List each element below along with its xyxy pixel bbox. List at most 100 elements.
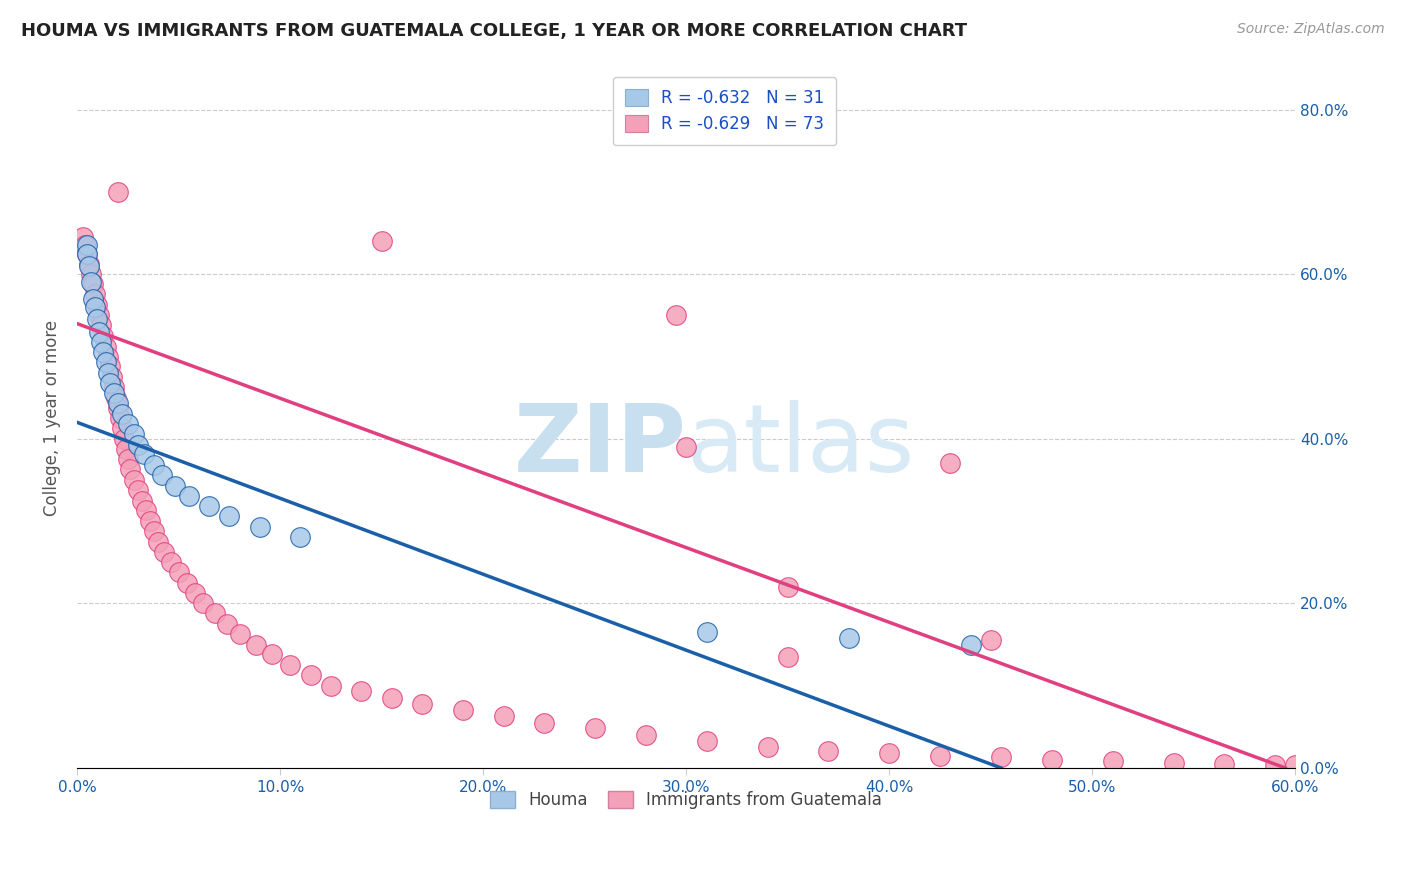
Point <box>756 740 779 755</box>
Point <box>228 627 250 641</box>
Point <box>108 411 131 425</box>
Point <box>135 503 157 517</box>
Point <box>80 267 103 281</box>
Point <box>94 355 117 369</box>
Point <box>89 309 111 323</box>
Point <box>838 631 860 645</box>
Point <box>299 668 322 682</box>
Point <box>1040 753 1063 767</box>
Point <box>217 616 239 631</box>
Point <box>929 748 952 763</box>
Point <box>127 483 149 497</box>
Point <box>100 370 122 384</box>
Point <box>583 722 606 736</box>
Point <box>117 452 139 467</box>
Point <box>198 500 221 514</box>
Point <box>122 426 145 441</box>
Point <box>218 509 240 524</box>
Point <box>1101 755 1123 769</box>
Point <box>990 750 1012 764</box>
Point <box>107 185 129 199</box>
Point <box>72 230 94 244</box>
Point <box>159 555 181 569</box>
Point <box>278 658 301 673</box>
Point <box>90 318 112 333</box>
Point <box>879 746 901 760</box>
Point <box>776 580 799 594</box>
Point <box>959 638 981 652</box>
Point <box>90 334 112 349</box>
Point <box>117 417 139 431</box>
Point <box>150 468 173 483</box>
Point <box>139 514 162 528</box>
Point <box>319 679 342 693</box>
Point <box>93 329 115 343</box>
Point <box>1163 756 1185 770</box>
Point <box>77 257 100 271</box>
Point <box>82 277 104 292</box>
Point <box>776 649 799 664</box>
Point <box>939 457 962 471</box>
Point <box>76 246 98 260</box>
Point <box>1213 756 1236 771</box>
Point <box>143 524 166 538</box>
Point <box>665 309 688 323</box>
Point <box>111 421 134 435</box>
Text: atlas: atlas <box>686 401 914 492</box>
Point <box>163 479 186 493</box>
Point <box>696 625 718 640</box>
Point <box>245 638 267 652</box>
Point <box>249 520 271 534</box>
Point <box>1284 758 1306 772</box>
Point <box>82 292 104 306</box>
Point <box>132 447 155 461</box>
Text: HOUMA VS IMMIGRANTS FROM GUATEMALA COLLEGE, 1 YEAR OR MORE CORRELATION CHART: HOUMA VS IMMIGRANTS FROM GUATEMALA COLLE… <box>21 22 967 40</box>
Point <box>148 534 170 549</box>
Point <box>118 462 141 476</box>
Point <box>96 366 118 380</box>
Point <box>86 312 108 326</box>
Point <box>381 691 404 706</box>
Point <box>167 565 190 579</box>
Point <box>177 489 200 503</box>
Point <box>80 276 103 290</box>
Point <box>131 493 153 508</box>
Point <box>84 300 107 314</box>
Point <box>112 432 135 446</box>
Point <box>76 238 98 252</box>
Point <box>107 396 129 410</box>
Point <box>114 442 136 456</box>
Point <box>634 728 657 742</box>
Point <box>411 697 433 711</box>
Point <box>122 473 145 487</box>
Point <box>104 391 127 405</box>
Point <box>98 376 121 390</box>
Text: Source: ZipAtlas.com: Source: ZipAtlas.com <box>1237 22 1385 37</box>
Point <box>204 606 226 620</box>
Point <box>153 544 176 558</box>
Point <box>77 259 100 273</box>
Point <box>84 287 107 301</box>
Point <box>184 585 207 599</box>
Point <box>103 380 125 394</box>
Point <box>176 575 198 590</box>
Point <box>260 648 283 662</box>
Point <box>94 340 117 354</box>
Text: ZIP: ZIP <box>513 401 686 492</box>
Point <box>350 684 373 698</box>
Point <box>76 246 98 260</box>
Point <box>96 350 118 364</box>
Point <box>75 238 97 252</box>
Point <box>98 359 121 374</box>
Point <box>86 298 108 312</box>
Point <box>290 530 312 544</box>
Point <box>533 715 555 730</box>
Point <box>143 458 166 472</box>
Point <box>451 703 474 717</box>
Point <box>1264 757 1286 772</box>
Point <box>817 744 839 758</box>
Point <box>980 633 1002 648</box>
Point <box>89 325 111 339</box>
Point <box>93 345 115 359</box>
Point <box>696 733 718 747</box>
